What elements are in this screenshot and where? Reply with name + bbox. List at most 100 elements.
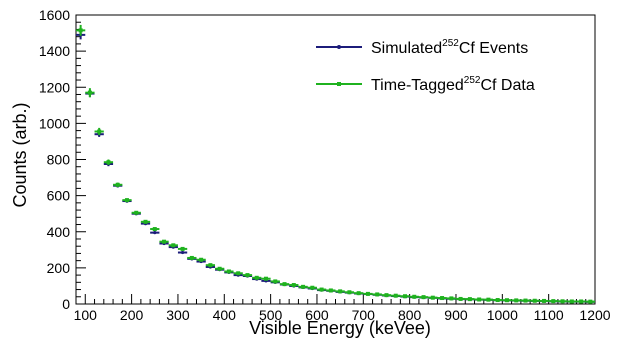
- data-marker: [263, 276, 268, 281]
- x-tick-label: 1100: [534, 307, 564, 323]
- data-marker: [504, 298, 509, 303]
- data-marker: [523, 298, 528, 303]
- data-marker: [226, 269, 231, 274]
- data-marker: [560, 299, 565, 304]
- data-point: [511, 298, 521, 303]
- data-marker: [217, 266, 222, 271]
- data-marker: [153, 231, 157, 235]
- data-point: [474, 297, 484, 302]
- legend: Simulated252Cf Events Time-Tagged252Cf Da…: [316, 38, 535, 94]
- data-point: [418, 295, 429, 300]
- data-marker: [301, 284, 306, 289]
- data-point: [335, 289, 345, 294]
- data-marker: [467, 297, 472, 302]
- series-simulated: [76, 30, 595, 304]
- data-point: [279, 282, 290, 287]
- data-marker: [551, 299, 556, 304]
- data-marker: [532, 298, 537, 303]
- data-point: [437, 296, 447, 301]
- data-point: [159, 239, 169, 244]
- data-marker: [514, 298, 519, 303]
- data-marker: [310, 285, 315, 290]
- data-marker: [124, 198, 129, 203]
- data-point: [585, 299, 595, 304]
- data-point: [177, 250, 188, 255]
- data-point: [122, 198, 132, 203]
- data-marker: [486, 297, 491, 302]
- data-marker: [588, 299, 593, 304]
- data-point: [94, 127, 104, 136]
- data-point: [307, 285, 317, 290]
- data-point: [567, 299, 577, 304]
- data-marker: [477, 297, 482, 302]
- data-point: [215, 266, 225, 271]
- y-tick-label: 600: [47, 188, 71, 204]
- data-point: [261, 276, 271, 281]
- y-tick-label: 1400: [39, 43, 70, 59]
- x-tick-label: 700: [352, 307, 376, 323]
- data-marker: [421, 295, 426, 300]
- legend-label: Simulated252Cf Events: [371, 38, 528, 57]
- y-tick-label: 400: [47, 224, 71, 240]
- data-point: [113, 182, 123, 187]
- x-tick-label: 200: [120, 307, 144, 323]
- data-marker: [403, 294, 408, 299]
- plot-frame: [75, 14, 596, 305]
- x-tick-label: 300: [166, 307, 190, 323]
- data-marker: [347, 290, 352, 295]
- data-point: [548, 299, 558, 304]
- data-marker: [542, 298, 547, 303]
- legend-swatch-marker: [337, 82, 341, 86]
- data-marker: [254, 275, 259, 280]
- x-tick-label: 900: [444, 307, 468, 323]
- data-point: [363, 291, 373, 296]
- data-marker: [356, 291, 361, 296]
- data-point: [270, 279, 280, 284]
- data-marker: [430, 295, 435, 300]
- x-axis-title: Visible Energy (keVee): [249, 318, 431, 338]
- data-point: [103, 159, 114, 165]
- y-tick-label: 1600: [39, 7, 70, 23]
- data-marker: [152, 227, 157, 232]
- data-marker: [495, 298, 500, 303]
- data-marker: [384, 293, 389, 298]
- data-marker: [189, 255, 194, 260]
- data-marker: [328, 288, 333, 293]
- data-marker: [171, 243, 176, 248]
- data-marker: [412, 294, 417, 299]
- data-point: [252, 275, 262, 280]
- data-point: [520, 298, 531, 303]
- data-marker: [87, 90, 92, 95]
- legend-item: Simulated252Cf Events: [316, 38, 528, 57]
- data-point: [150, 231, 160, 235]
- data-point: [455, 296, 466, 301]
- data-point: [576, 299, 586, 304]
- data-point: [224, 269, 234, 274]
- data-point: [400, 294, 410, 299]
- data-point: [177, 246, 188, 251]
- data-point: [530, 298, 540, 303]
- data-marker: [393, 293, 398, 298]
- data-marker: [569, 299, 574, 304]
- data-point: [168, 243, 178, 248]
- data-marker: [180, 250, 185, 255]
- data-point: [298, 284, 308, 289]
- data-marker: [199, 257, 204, 262]
- data-point: [344, 290, 355, 295]
- data-point: [242, 273, 253, 278]
- data-point: [502, 298, 512, 303]
- data-point: [539, 298, 549, 303]
- x-tick-label: 400: [213, 307, 237, 323]
- data-point: [85, 88, 95, 98]
- x-tick-label: 1200: [579, 307, 610, 323]
- data-point: [493, 298, 503, 303]
- data-point: [409, 294, 419, 299]
- data-marker: [282, 282, 287, 287]
- x-tick-label: 100: [74, 307, 98, 323]
- data-marker: [579, 299, 584, 304]
- y-tick-label: 0: [62, 296, 70, 312]
- y-tick-label: 1200: [39, 79, 70, 95]
- data-marker: [375, 292, 380, 297]
- data-point: [381, 293, 392, 298]
- data-marker: [338, 289, 343, 294]
